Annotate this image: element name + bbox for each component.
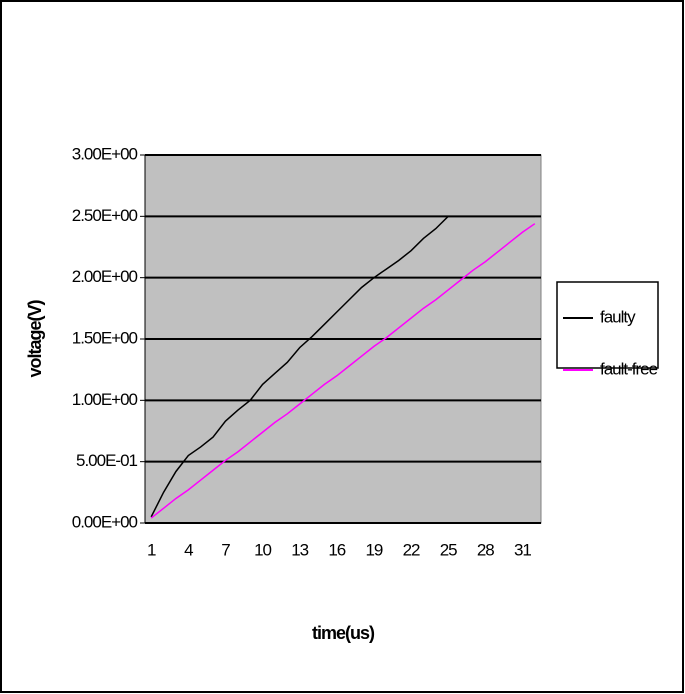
y-tick-label: 5.00E-01 <box>76 451 138 470</box>
x-tick-label: 25 <box>440 540 457 559</box>
x-tick-label: 22 <box>403 540 420 559</box>
x-tick-label: 4 <box>184 540 193 559</box>
x-tick-label: 7 <box>221 540 230 559</box>
x-tick-label: 10 <box>254 540 271 559</box>
y-tick-label: 1.50E+00 <box>72 328 138 347</box>
y-tick-label: 2.50E+00 <box>72 206 138 225</box>
x-tick-label: 16 <box>328 540 345 559</box>
y-tick-label: 0.00E+00 <box>72 512 138 531</box>
series-line <box>150 215 535 518</box>
y-tick-label: 3.00E+00 <box>72 144 138 163</box>
x-tick-label: 19 <box>365 540 382 559</box>
series-line <box>150 223 536 519</box>
x-tick-label: 13 <box>291 540 308 559</box>
y-tick-label: 2.00E+00 <box>72 267 138 286</box>
legend-label: faulty <box>600 307 636 326</box>
legend-box <box>556 281 659 369</box>
x-axis-title: time(us) <box>312 623 375 643</box>
x-tick-label: 28 <box>477 540 494 559</box>
x-tick-label: 1 <box>147 540 156 559</box>
y-axis-title: voltage(V) <box>25 299 45 377</box>
x-tick-label: 31 <box>514 540 531 559</box>
legend-label: fault-free <box>600 359 658 378</box>
y-tick-label: 1.00E+00 <box>72 390 138 409</box>
